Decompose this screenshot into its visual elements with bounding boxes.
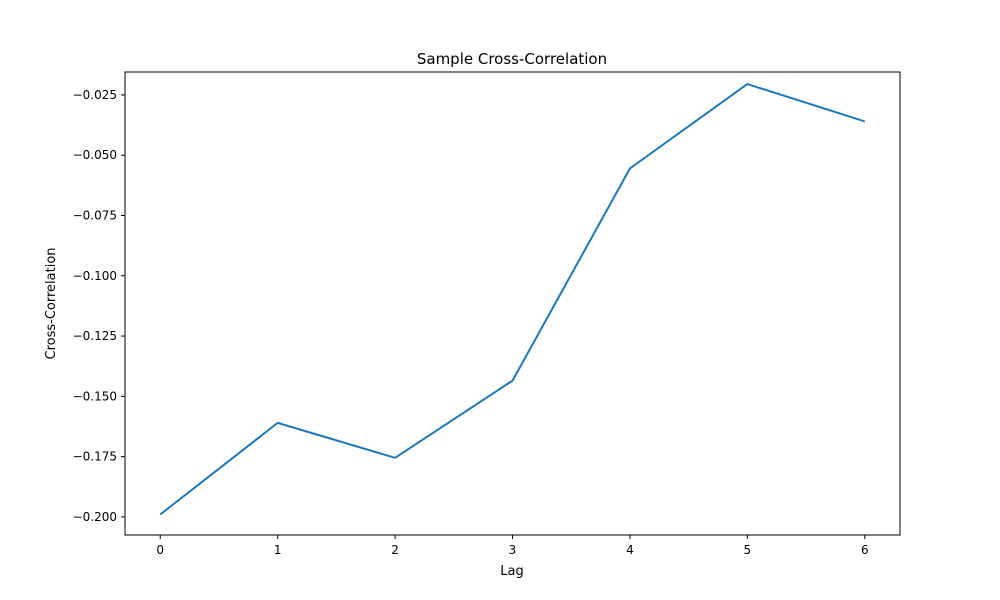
x-tick-label: 6 <box>861 543 869 557</box>
x-tick-label: 4 <box>626 543 634 557</box>
chart-title: Sample Cross-Correlation <box>417 50 607 68</box>
x-axis-ticks: 0 1 2 3 4 5 6 <box>156 535 869 557</box>
y-tick-label: −0.075 <box>73 208 117 222</box>
plot-frame <box>124 71 901 536</box>
x-axis-label: Lag <box>500 564 523 579</box>
y-tick-label: −0.050 <box>73 148 117 162</box>
x-tick-label: 1 <box>274 543 282 557</box>
y-axis-ticks: −0.200 −0.175 −0.150 −0.125 −0.100 −0.075 −0.0… <box>73 88 125 524</box>
series-line-0 <box>159 83 866 516</box>
series-layer <box>159 83 866 516</box>
y-tick-label: −0.150 <box>73 389 117 403</box>
x-tick-label: 3 <box>509 543 517 557</box>
x-tick-label: 5 <box>744 543 752 557</box>
y-tick-label: −0.200 <box>73 510 117 524</box>
y-tick-label: −0.100 <box>73 269 117 283</box>
y-tick-label: −0.175 <box>73 450 117 464</box>
y-tick-label: −0.025 <box>73 88 117 102</box>
x-tick-label: 0 <box>156 543 164 557</box>
y-tick-label: −0.125 <box>73 329 117 343</box>
y-axis-label: Cross-Correlation <box>44 247 59 359</box>
x-tick-label: 2 <box>391 543 399 557</box>
